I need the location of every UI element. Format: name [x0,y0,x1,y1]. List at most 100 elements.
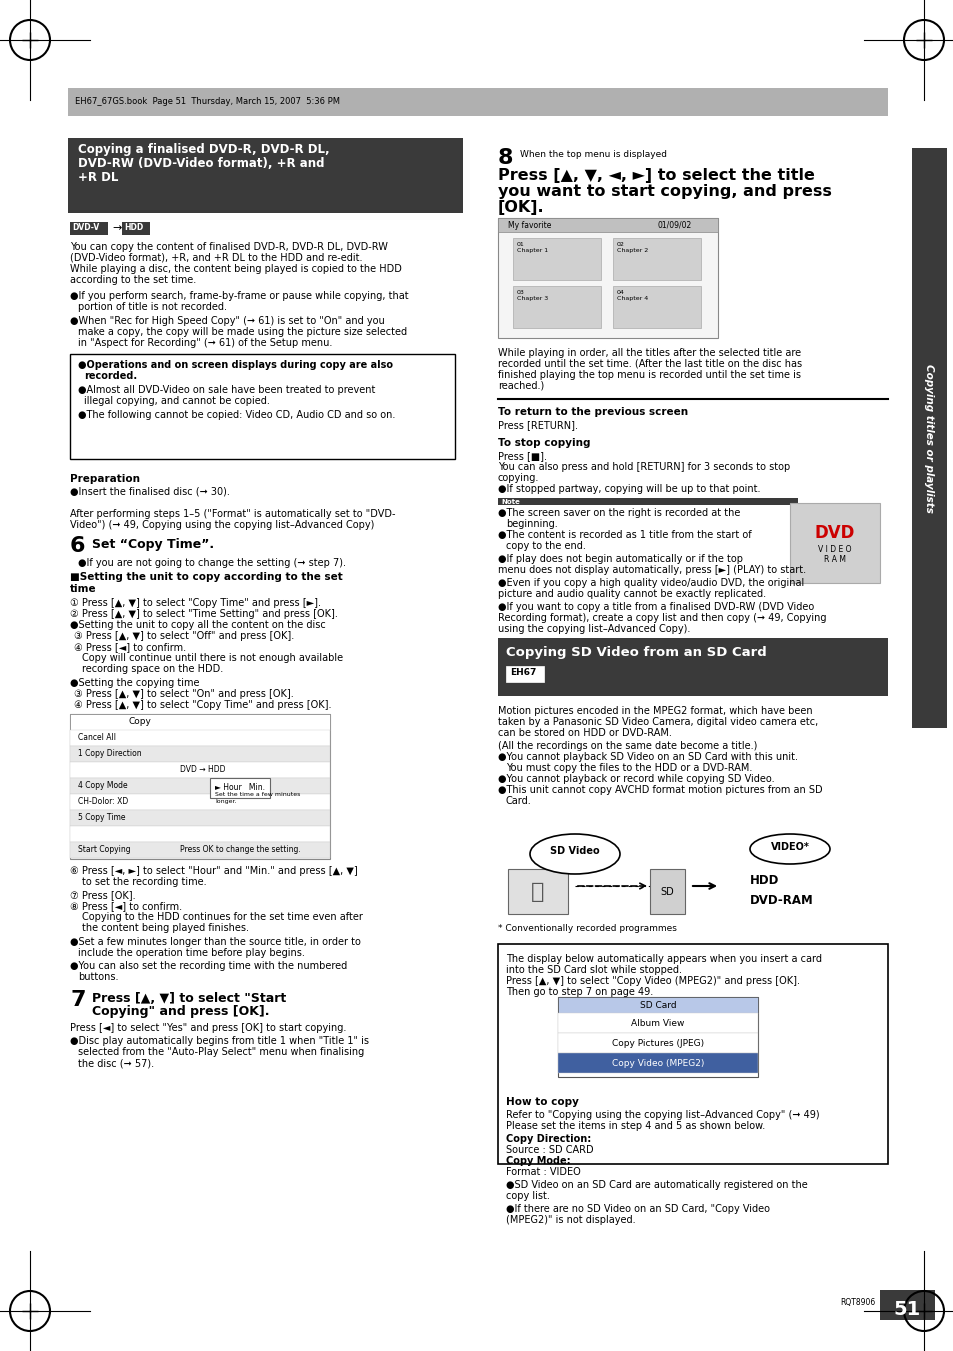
Text: After performing steps 1–5 ("Format" is automatically set to "DVD-: After performing steps 1–5 ("Format" is … [70,509,395,519]
Bar [70,778,330,794]
Text: ③ Press [▲, ▼] to select "Off" and press [OK].: ③ Press [▲, ▼] to select "Off" and press… [74,631,294,640]
Text: make a copy, the copy will be made using the picture size selected: make a copy, the copy will be made using… [78,327,407,336]
Text: ●Almost all DVD-Video on sale have been treated to prevent: ●Almost all DVD-Video on sale have been … [78,385,375,394]
Text: →: → [112,223,121,232]
Text: picture and audio quality cannot be exactly replicated.: picture and audio quality cannot be exac… [497,589,765,598]
Text: While playing a disc, the content being played is copied to the HDD: While playing a disc, the content being … [70,263,401,274]
Text: finished playing the top menu is recorded until the set time is: finished playing the top menu is recorde… [497,370,801,380]
Text: DVD-RAM: DVD-RAM [749,894,813,907]
Text: To stop copying: To stop copying [497,438,590,449]
Text: 01
Chapter 1: 01 Chapter 1 [517,242,548,253]
Text: While playing in order, all the titles after the selected title are: While playing in order, all the titles a… [497,349,801,358]
Text: 7: 7 [70,990,86,1011]
Bar [879,1290,934,1320]
Text: (MPEG2)" is not displayed.: (MPEG2)" is not displayed. [505,1215,635,1225]
Text: ●If you want to copy a title from a finalised DVD-RW (DVD Video: ●If you want to copy a title from a fina… [497,603,814,612]
Bar [497,218,718,232]
Text: 6: 6 [70,536,86,557]
Text: ●The content is recorded as 1 title from the start of: ●The content is recorded as 1 title from… [497,530,751,540]
Text: ●You cannot playback SD Video on an SD Card with this unit.: ●You cannot playback SD Video on an SD C… [497,753,797,762]
Text: selected from the "Auto-Play Select" menu when finalising: selected from the "Auto-Play Select" men… [78,1047,364,1056]
Bar [70,354,455,459]
Text: ② Press [▲, ▼] to select "Time Setting" and press [OK].: ② Press [▲, ▼] to select "Time Setting" … [70,609,337,619]
Text: Card.: Card. [505,796,531,807]
Text: Source : SD CARD: Source : SD CARD [505,1146,593,1155]
Bar [558,1013,758,1034]
Ellipse shape [530,834,619,874]
Text: 04
Chapter 4: 04 Chapter 4 [617,290,648,301]
Bar [70,825,330,842]
Text: buttons.: buttons. [78,971,118,982]
Text: recorded.: recorded. [84,372,137,381]
Text: ●This unit cannot copy AVCHD format motion pictures from an SD: ●This unit cannot copy AVCHD format moti… [497,785,821,794]
Text: 4 Copy Mode: 4 Copy Mode [78,781,128,790]
Text: Press [■].: Press [■]. [497,451,546,461]
Text: [OK].: [OK]. [497,200,544,215]
Text: 5 Copy Time: 5 Copy Time [78,813,126,821]
Bar [70,730,330,746]
Bar [70,842,330,858]
Text: ●If play does not begin automatically or if the top: ●If play does not begin automatically or… [497,554,742,563]
Text: Motion pictures encoded in the MPEG2 format, which have been: Motion pictures encoded in the MPEG2 for… [497,707,812,716]
Text: Copying" and press [OK].: Copying" and press [OK]. [91,1005,269,1019]
Text: to set the recording time.: to set the recording time. [82,877,207,888]
Text: Cancel All: Cancel All [78,734,116,742]
Text: ●If you are not going to change the setting (➞ step 7).: ●If you are not going to change the sett… [78,558,346,567]
Text: You can also press and hold [RETURN] for 3 seconds to stop: You can also press and hold [RETURN] for… [497,462,789,471]
Text: DVD: DVD [814,524,854,542]
Text: ●If there are no SD Video on an SD Card, "Copy Video: ●If there are no SD Video on an SD Card,… [505,1204,769,1215]
Text: Start Copying: Start Copying [78,844,131,854]
Text: longer.: longer. [214,798,236,804]
Bar [649,869,684,915]
Text: ●Set a few minutes longer than the source title, in order to: ●Set a few minutes longer than the sourc… [70,938,360,947]
Text: Copying titles or playlists: Copying titles or playlists [923,363,933,512]
Text: Copy Direction:: Copy Direction: [505,1133,591,1144]
Text: the content being played finishes.: the content being played finishes. [82,923,249,934]
Text: VIDEO*: VIDEO* [770,842,808,852]
Bar [613,238,700,280]
Bar [70,746,330,762]
Text: 1 Copy Direction: 1 Copy Direction [78,748,141,758]
Text: Press [RETURN].: Press [RETURN]. [497,420,578,430]
Text: When the top menu is displayed: When the top menu is displayed [519,150,666,159]
Text: ⑦ Press [OK].: ⑦ Press [OK]. [70,890,135,900]
Text: (All the recordings on the same date become a title.): (All the recordings on the same date bec… [497,740,757,751]
Bar [210,778,270,798]
Bar [70,762,330,778]
Text: (DVD-Video format), +R, and +R DL to the HDD and re-edit.: (DVD-Video format), +R, and +R DL to the… [70,253,362,263]
Text: ④ Press [▲, ▼] to select "Copy Time" and press [OK].: ④ Press [▲, ▼] to select "Copy Time" and… [74,700,331,711]
Text: ●Setting the copying time: ●Setting the copying time [70,678,199,688]
Bar [558,1052,758,1073]
Bar [497,218,718,338]
Text: ●Even if you copy a high quality video/audio DVD, the original: ●Even if you copy a high quality video/a… [497,578,803,588]
Bar [122,222,150,235]
Text: 03
Chapter 3: 03 Chapter 3 [517,290,548,301]
Text: ⑥ Press [◄, ►] to select "Hour" and "Min." and press [▲, ▼]: ⑥ Press [◄, ►] to select "Hour" and "Min… [70,866,357,875]
Text: Copying to the HDD continues for the set time even after: Copying to the HDD continues for the set… [82,912,362,921]
Text: Copy Pictures (JPEG): Copy Pictures (JPEG) [611,1039,703,1048]
Text: You can copy the content of finalised DVD-R, DVD-R DL, DVD-RW: You can copy the content of finalised DV… [70,242,388,253]
Text: V I D E O: V I D E O [818,546,851,554]
Text: ●The screen saver on the right is recorded at the: ●The screen saver on the right is record… [497,508,740,517]
Text: according to the set time.: according to the set time. [70,276,196,285]
Text: ●If you perform search, frame-by-frame or pause while copying, that: ●If you perform search, frame-by-frame o… [70,290,408,301]
Text: ●SD Video on an SD Card are automatically registered on the: ●SD Video on an SD Card are automaticall… [505,1179,807,1190]
Text: Press [▲, ▼, ◄, ►] to select the title: Press [▲, ▼, ◄, ►] to select the title [497,168,814,182]
Text: Copy Video (MPEG2): Copy Video (MPEG2) [611,1059,703,1069]
Text: recorded until the set time. (After the last title on the disc has: recorded until the set time. (After the … [497,359,801,369]
Bar [70,222,108,235]
Text: EH67_67GS.book  Page 51  Thursday, March 15, 2007  5:36 PM: EH67_67GS.book Page 51 Thursday, March 1… [75,97,339,105]
Bar [513,238,600,280]
Text: Press [▲, ▼] to select "Copy Video (MPEG2)" and press [OK].: Press [▲, ▼] to select "Copy Video (MPEG… [505,975,800,986]
Bar [70,713,330,859]
Text: ⑧ Press [◄] to confirm.: ⑧ Press [◄] to confirm. [70,901,182,911]
Text: in "Aspect for Recording" (➞ 61) of the Setup menu.: in "Aspect for Recording" (➞ 61) of the … [78,338,332,349]
Bar [70,713,330,730]
Text: * Conventionally recorded programmes: * Conventionally recorded programmes [497,924,677,934]
Bar [911,149,946,728]
Bar [505,666,543,682]
Text: +R DL: +R DL [78,172,118,184]
Text: To return to the previous screen: To return to the previous screen [497,407,687,417]
Text: 02
Chapter 2: 02 Chapter 2 [617,242,648,253]
Text: ■Setting the unit to copy according to the set: ■Setting the unit to copy according to t… [70,571,342,582]
